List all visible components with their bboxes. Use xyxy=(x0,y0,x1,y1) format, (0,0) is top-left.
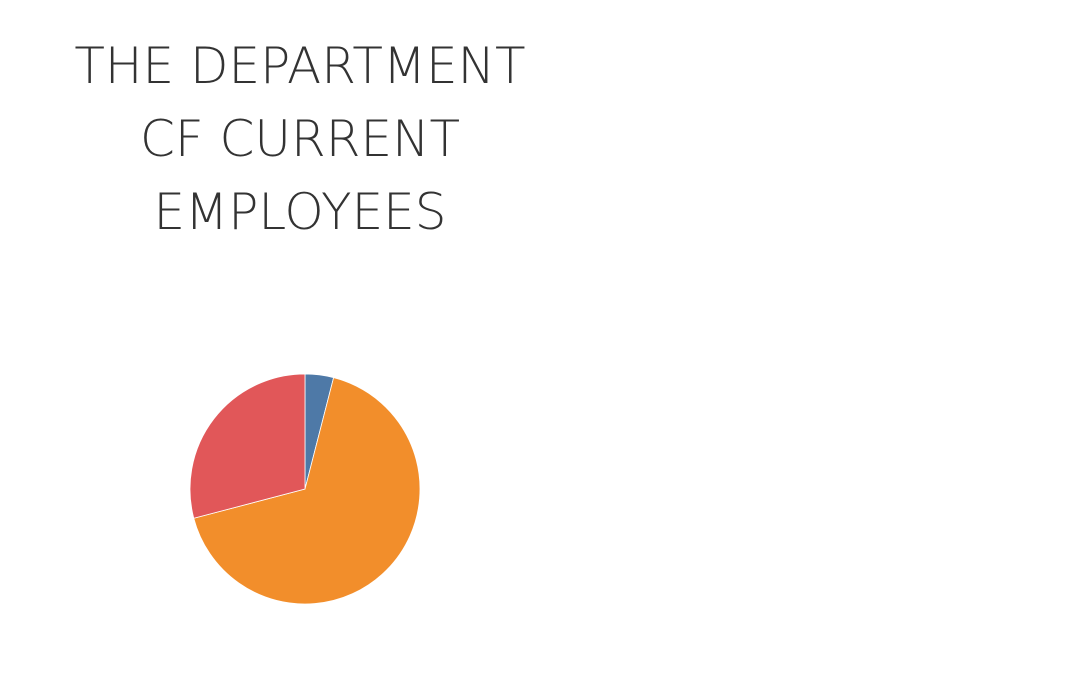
pie-slice-2 xyxy=(193,377,421,605)
chart-title-line-1: THE DEPARTMENT xyxy=(74,37,526,95)
chart-title-line-3: EMPLOYEES xyxy=(153,183,447,241)
pie-slices xyxy=(189,373,421,605)
pie-slice-3 xyxy=(189,373,306,519)
chart-title: THE DEPARTMENT CF CURRENT EMPLOYEES xyxy=(40,30,560,249)
chart-title-line-2: CF CURRENT xyxy=(139,110,461,168)
